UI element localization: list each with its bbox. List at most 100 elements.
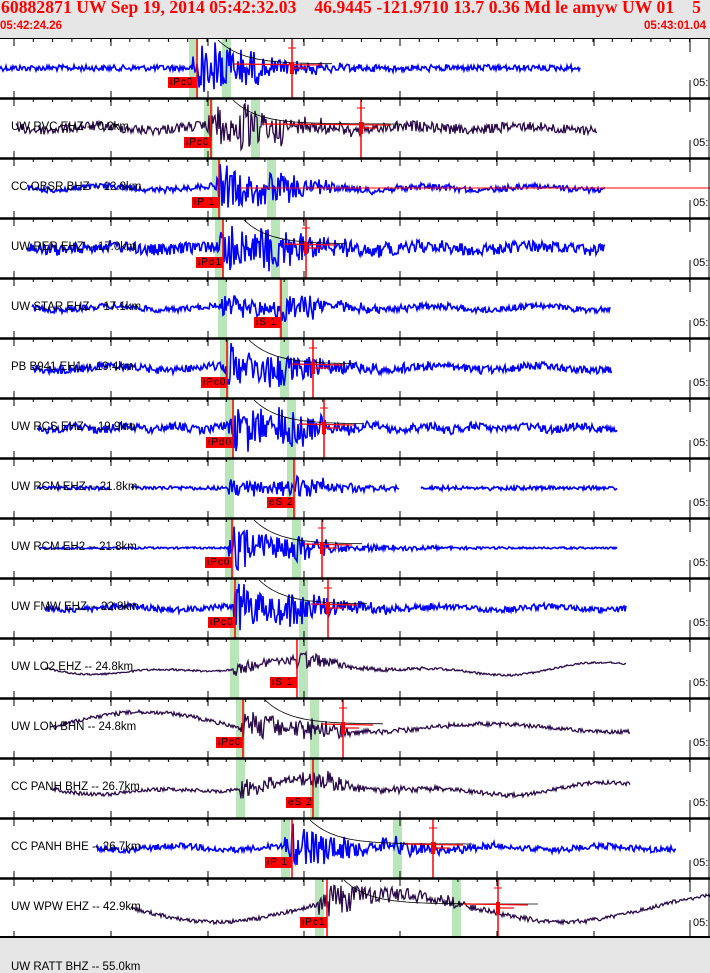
phase-pick-tag[interactable]: eS 2: [286, 797, 313, 808]
coda-curve: [248, 339, 353, 364]
phase-window: [292, 518, 301, 578]
phase-window: [251, 98, 260, 158]
trace-panel[interactable]: [0, 277, 710, 338]
phase-pick-tag[interactable]: iPc0: [208, 617, 235, 628]
coda-curve: [217, 39, 332, 65]
phase-window: [299, 638, 308, 698]
station-label: UW LO2 EHZ -- 24.8km: [11, 661, 134, 673]
time-axis-label: 05:: [693, 197, 709, 209]
coda-curve: [253, 519, 362, 545]
phase-pick-tag[interactable]: iPd0: [206, 437, 233, 448]
time-axis-label: 05:: [693, 377, 709, 389]
end-time-label: 05:43:01.04: [643, 20, 706, 32]
phase-pick-tag[interactable]: iS 1: [270, 677, 297, 688]
time-axis-label: 05:: [693, 137, 709, 149]
trace-panel[interactable]: [0, 337, 710, 398]
trace-panel[interactable]: [0, 517, 710, 578]
phase-pick-tag[interactable]: eS 2: [267, 497, 294, 508]
start-time-label: 05:42:24.26: [0, 20, 63, 32]
phase-window: [271, 218, 280, 278]
waveform: [44, 583, 627, 631]
station-label: UW RCM EH2 -- 21.8km: [11, 541, 137, 553]
phase-pick-tag[interactable]: iS 1: [254, 317, 281, 328]
station-label: UW RCM EHZ -- 21.8km: [11, 481, 138, 493]
trace-panel[interactable]: [0, 97, 710, 158]
event-title: 60882871 UW Sep 19, 2014 05:42:32.03 46.…: [1, 0, 701, 17]
station-label: UW LON BHN -- 24.8km: [11, 721, 137, 733]
station-label: UW RVC EHZ -- 0.2km: [11, 121, 129, 133]
time-axis-label: 05:: [693, 737, 709, 749]
time-axis-label: 05:: [693, 617, 709, 629]
coda-curve: [232, 99, 401, 125]
station-label: CC PANH BHE -- 26.7km: [11, 841, 141, 853]
coda-curve: [264, 699, 383, 725]
station-label: UW RATT BHZ -- 55.0km: [11, 961, 141, 973]
phase-pick-tag[interactable]: iPc0: [216, 737, 243, 748]
coda-fit-line: [298, 423, 355, 426]
seismogram-plot[interactable]: UW RVC EHZ -- 0.2km 05: iPc0 CC OBSR BHZ --…: [0, 38, 710, 973]
trace-panel[interactable]: [0, 757, 710, 818]
phase-pick-tag[interactable]: iP 1: [192, 197, 219, 208]
coda-fit-line: [310, 603, 359, 606]
trace-panel[interactable]: [0, 697, 710, 758]
trace-panel[interactable]: [0, 397, 710, 458]
coda-fit-line: [262, 123, 392, 126]
waveform: [49, 708, 631, 741]
trace-panel[interactable]: [0, 217, 710, 278]
time-axis-label: 05:: [693, 797, 709, 809]
waveform: [31, 295, 611, 323]
trace-panel[interactable]: [0, 877, 710, 938]
waveform-canvas[interactable]: [0, 38, 710, 938]
phase-pick-tag[interactable]: iPc0: [201, 377, 227, 388]
station-label: UW FMW EHZ -- 22.8km: [11, 601, 139, 613]
phase-window: [279, 278, 288, 338]
trace-panel[interactable]: [0, 457, 710, 518]
waveform: [15, 102, 598, 152]
waveform: [36, 474, 618, 497]
coda-fit-line: [303, 543, 353, 546]
waveform: [26, 225, 606, 272]
phase-pick-tag[interactable]: iPc0: [184, 137, 211, 148]
phase-pick-tag[interactable]: iPd1: [196, 257, 223, 268]
station-label: CC OBSR BHZ -- 12.8km: [11, 181, 142, 193]
coda-curve: [253, 399, 364, 425]
station-label: UW WPW EHZ -- 42.9km: [11, 901, 141, 913]
phase-window: [236, 758, 245, 818]
station-label: UW RER EHZ -- 17.0km: [11, 241, 136, 253]
phase-window: [280, 338, 289, 398]
time-axis-label: 05:: [693, 77, 709, 89]
coda-fit-line: [291, 363, 344, 366]
trace-panel[interactable]: [0, 577, 710, 638]
trace-panel[interactable]: [0, 817, 710, 878]
phase-pick-tag[interactable]: iPc0: [168, 77, 197, 88]
time-axis-label: 05:: [693, 557, 709, 569]
trace-panel[interactable]: [0, 157, 710, 218]
phase-window: [230, 638, 239, 698]
phase-pick-tag[interactable]: iP 1: [265, 857, 292, 868]
waveform: [44, 650, 627, 678]
coda-curve: [243, 219, 346, 244]
time-axis-label: 05:: [693, 917, 709, 929]
time-axis-label: 05:: [693, 257, 709, 269]
trace-panel[interactable]: [0, 38, 710, 98]
coda-curve: [343, 879, 538, 905]
coda-curve: [309, 819, 472, 845]
time-axis-label: 05:: [693, 437, 709, 449]
waveform: [95, 823, 676, 867]
event-header: 60882871 UW Sep 19, 2014 05:42:32.03 46.…: [0, 0, 710, 38]
station-label: PB B941 EH1 -- 19.4km: [11, 361, 134, 373]
waveform: [39, 526, 618, 572]
time-axis-label: 05:: [693, 857, 709, 869]
coda-fit-line: [321, 723, 374, 726]
waveform: [130, 884, 710, 927]
station-label: UW STAR EHZ -- 17.1km: [11, 301, 142, 313]
phase-pick-tag[interactable]: iPc1: [300, 917, 327, 928]
waveform: [27, 164, 606, 209]
time-axis-label: 05:: [693, 677, 709, 689]
phase-window: [452, 878, 461, 938]
phase-pick-tag[interactable]: iPc0: [205, 557, 232, 568]
coda-fit-line: [282, 243, 337, 246]
trace-panel[interactable]: [0, 637, 710, 698]
time-axis-label: 05:: [693, 317, 709, 329]
coda-curve: [258, 579, 367, 605]
